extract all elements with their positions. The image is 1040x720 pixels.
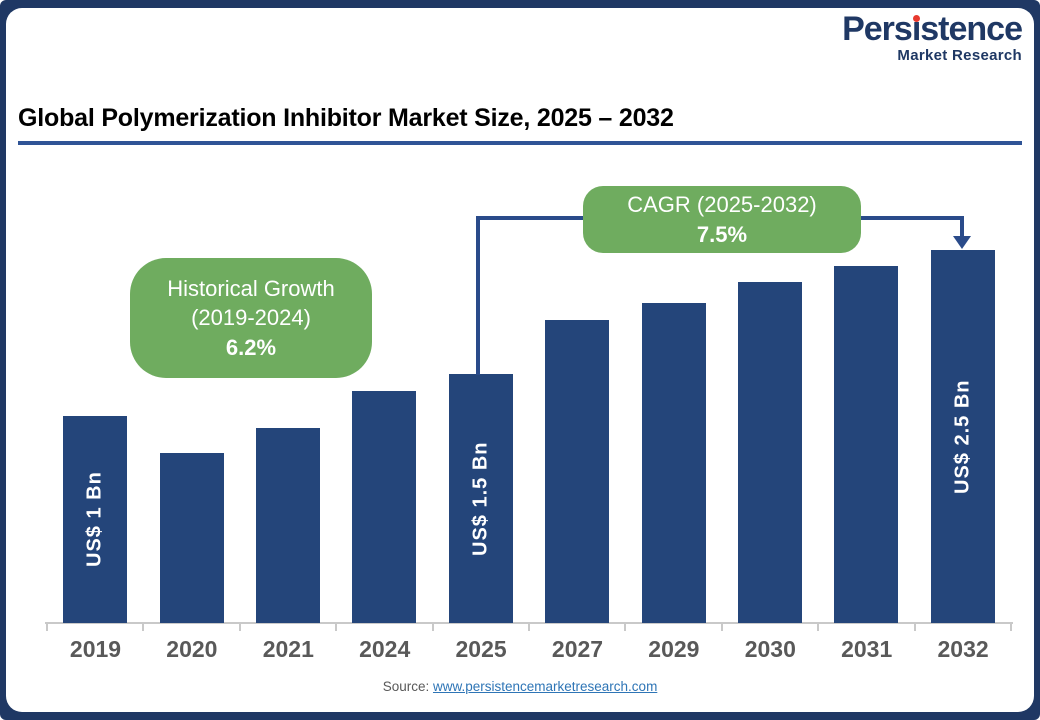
- bar-2025: US$ 1.5 Bn: [448, 374, 513, 623]
- x-axis-tick: [720, 622, 723, 631]
- bar-2027: [545, 320, 610, 623]
- x-axis-label-2020: 2020: [166, 636, 218, 662]
- x-axis-label-2027: 2027: [551, 636, 604, 662]
- x-axis-tick: [238, 622, 241, 631]
- x-axis-label-2031: 2031: [841, 636, 893, 662]
- x-axis-label-2019: 2019: [69, 636, 122, 662]
- red-dot-icon: [912, 15, 920, 22]
- arrow-down-icon: [953, 236, 971, 249]
- brand-name-pre: Pers: [842, 10, 913, 48]
- cagr-connector-vertical-left: [476, 218, 480, 375]
- brand-name-i: ı: [911, 10, 922, 48]
- bar-value-label-2025: US$ 1.5 Bn: [469, 441, 492, 556]
- x-axis-tick: [817, 622, 820, 631]
- x-axis-label-2029: 2029: [648, 636, 700, 662]
- x-axis-tick: [528, 622, 530, 631]
- source-line: Source: www.persistencemarketresearch.co…: [0, 679, 1040, 694]
- bar-value-label-2032: US$ 2.5 Bn: [951, 379, 974, 494]
- title-underline: [18, 141, 1022, 145]
- historical-growth-value: 6.2%: [225, 334, 277, 360]
- cagr-connector-horizontal-right: [860, 216, 964, 220]
- cagr-connector-horizontal-left: [476, 216, 583, 220]
- x-axis-tick: [142, 622, 145, 631]
- cagr-callout: CAGR (2025-2032) 7.5%: [583, 186, 861, 253]
- x-axis-tick: [46, 622, 48, 631]
- brand-name-post: stence: [920, 10, 1023, 48]
- source-link[interactable]: www.persistencemarketresearch.com: [432, 679, 658, 694]
- x-axis-tick: [431, 622, 434, 631]
- bar-2019: US$ 1 Bn: [63, 416, 128, 623]
- page-title: Global Polymerization Inhibitor Market S…: [18, 104, 674, 132]
- x-axis-tick: [913, 622, 916, 631]
- x-axis-label-2032: 2032: [937, 636, 989, 662]
- cagr-line1: CAGR (2025-2032): [627, 192, 817, 218]
- source-label: Source:: [382, 679, 430, 694]
- x-axis-label-2025: 2025: [455, 636, 507, 662]
- cagr-connector-vertical-right: [960, 216, 964, 237]
- bar-2024: [352, 391, 417, 623]
- bar-2021: [256, 428, 320, 623]
- x-axis-tick: [624, 622, 627, 631]
- bar-2029: [641, 303, 706, 623]
- cagr-value: 7.5%: [696, 221, 748, 247]
- x-axis-tick: [1010, 622, 1012, 631]
- bar-2020: [159, 453, 224, 623]
- x-axis-label-2024: 2024: [359, 636, 411, 662]
- bar-value-label-2019: US$ 1 Bn: [83, 471, 106, 568]
- brand-subtitle: Market Research: [897, 47, 1022, 64]
- historical-growth-line2: (2019-2024): [191, 305, 311, 331]
- x-axis-tick: [335, 622, 338, 631]
- bar-2032: US$ 2.5 Bn: [930, 250, 995, 623]
- brand-name: Persı stence: [842, 10, 1023, 48]
- bar-2030: [738, 282, 802, 623]
- x-axis-label-2030: 2030: [744, 636, 796, 662]
- bar-2031: [834, 266, 899, 623]
- brand-logo: Persı stence Market Research: [842, 10, 1023, 64]
- x-axis-label-2021: 2021: [262, 636, 314, 662]
- historical-growth-callout: Historical Growth (2019-2024) 6.2%: [130, 258, 372, 378]
- historical-growth-line1: Historical Growth: [167, 276, 335, 302]
- dotless-i-glyph: ı: [911, 10, 922, 48]
